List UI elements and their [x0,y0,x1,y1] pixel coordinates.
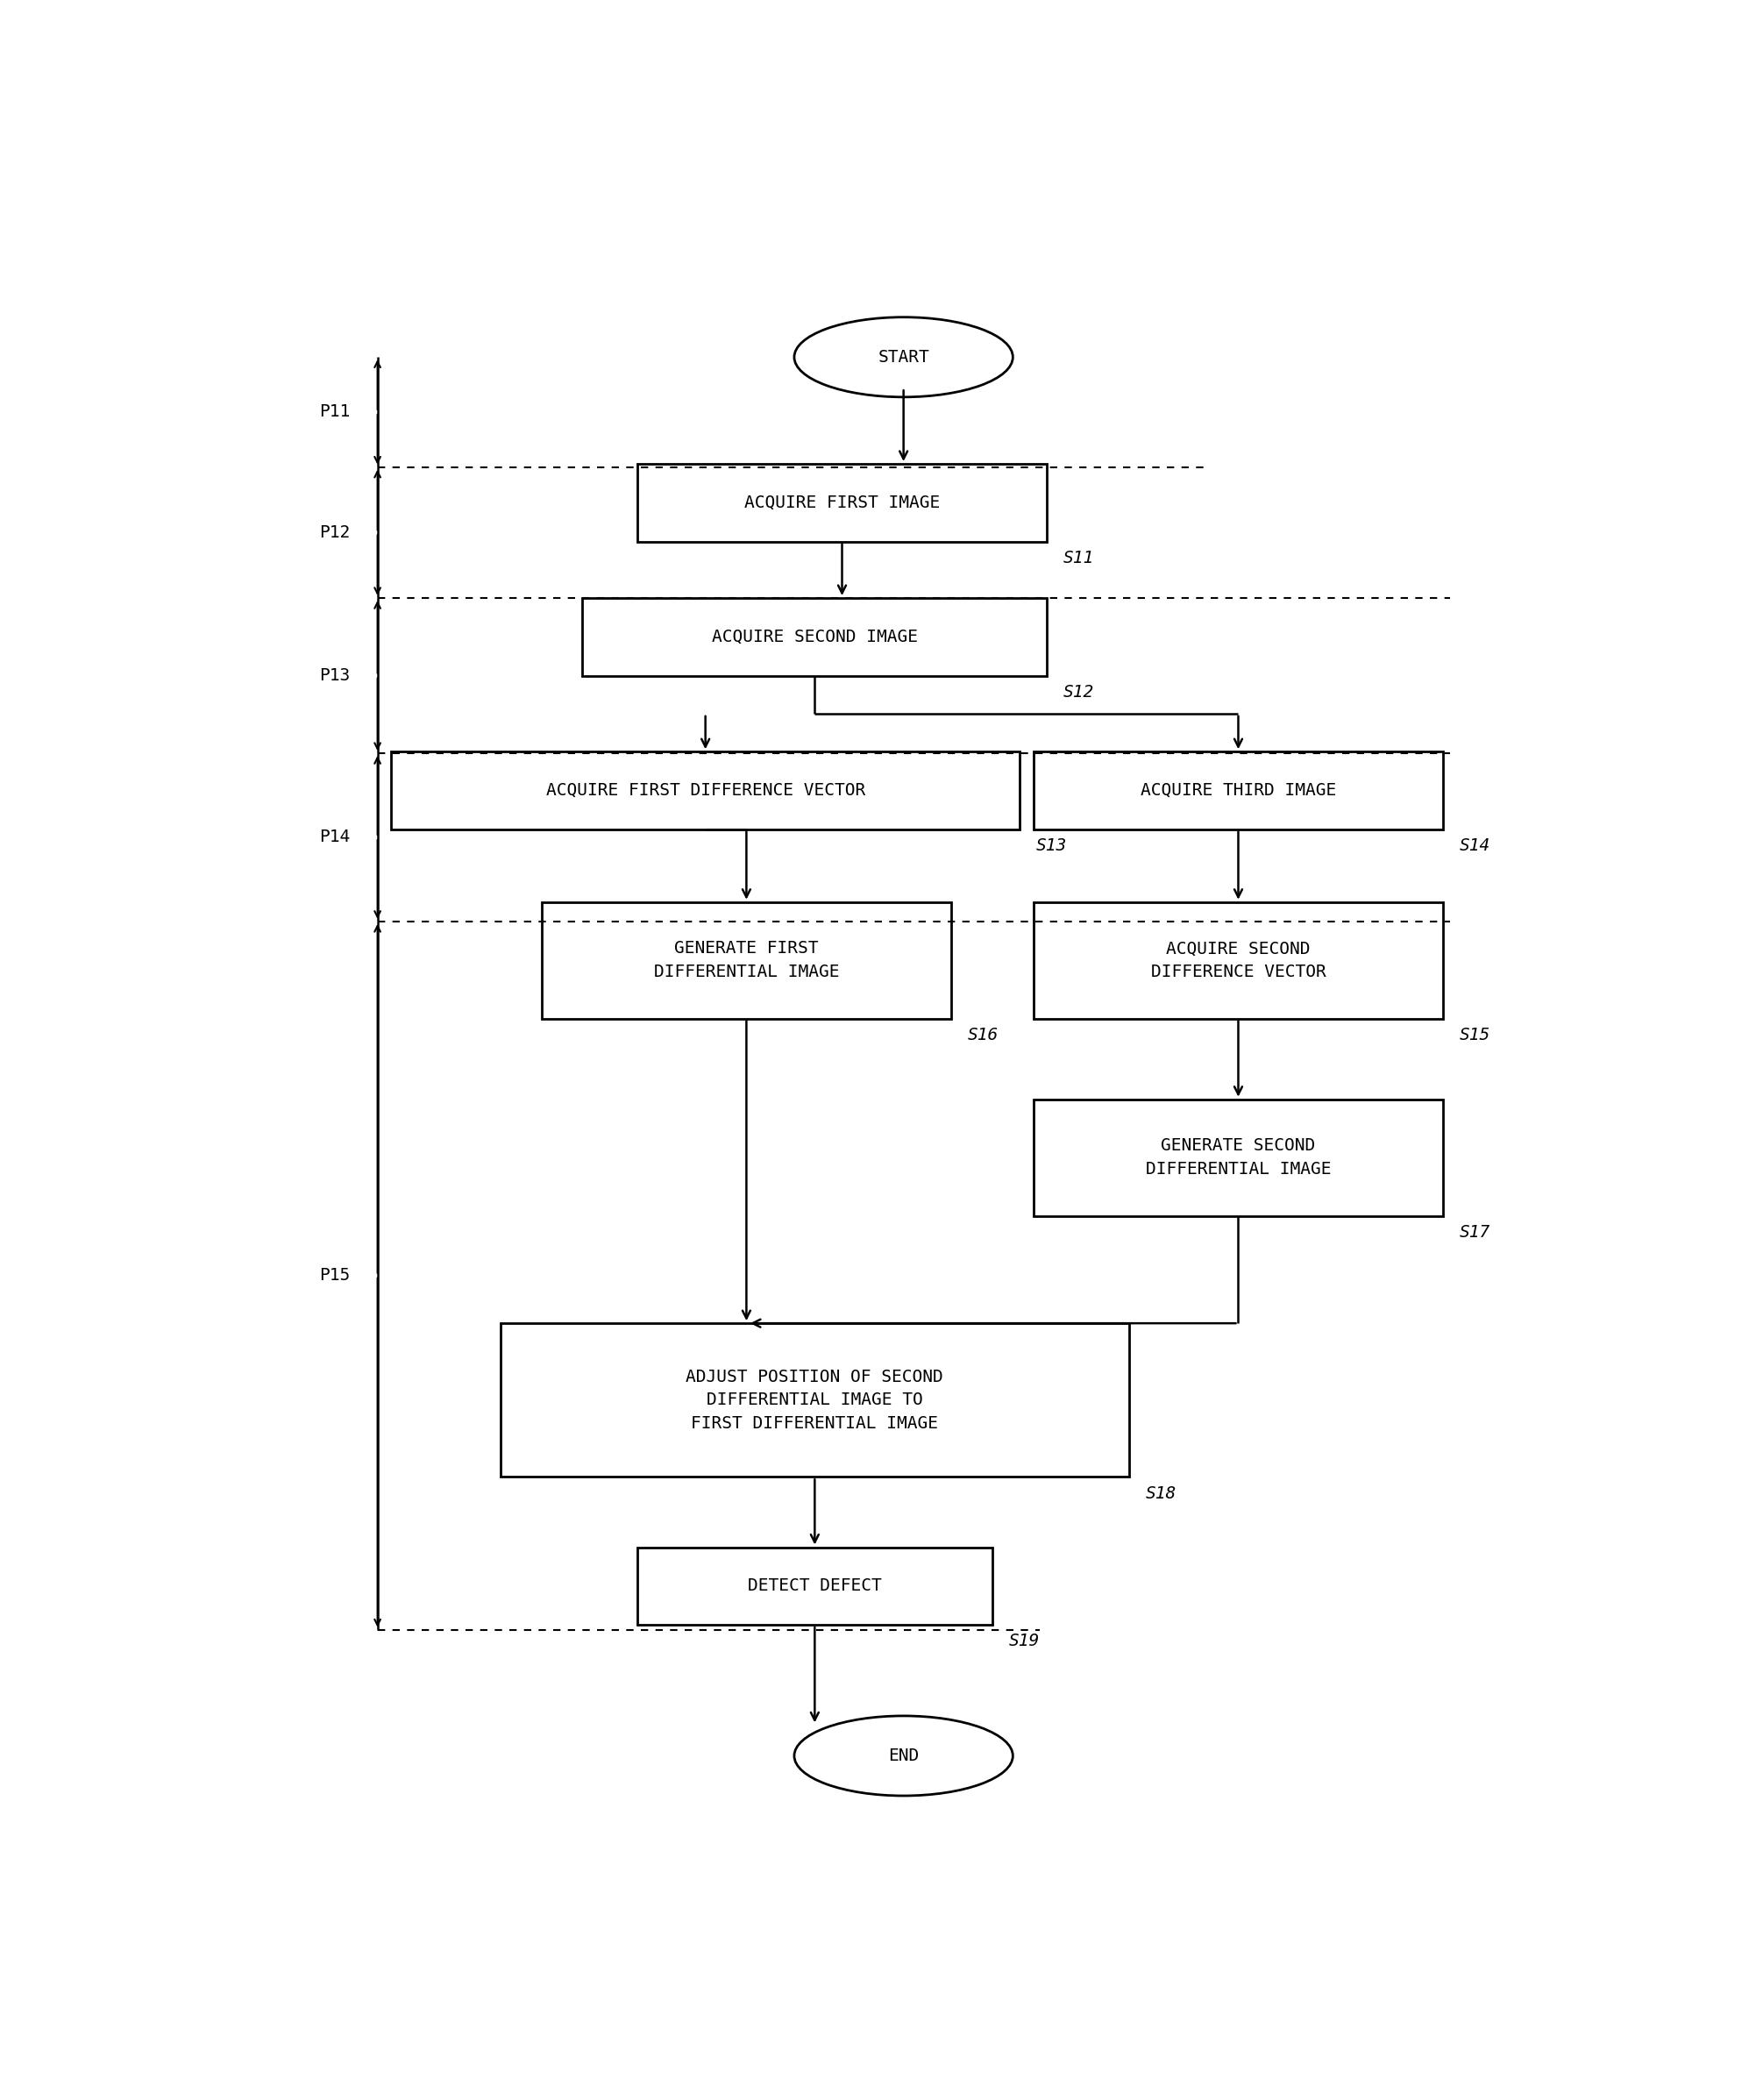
Text: ACQUIRE FIRST IMAGE: ACQUIRE FIRST IMAGE [744,493,940,510]
Text: P11: P11 [319,403,351,420]
Text: ADJUST POSITION OF SECOND
DIFFERENTIAL IMAGE TO
FIRST DIFFERENTIAL IMAGE: ADJUST POSITION OF SECOND DIFFERENTIAL I… [686,1369,943,1432]
Bar [636,464,1047,542]
Text: START: START [878,349,929,365]
Text: S17: S17 [1460,1224,1490,1241]
Text: ACQUIRE SECOND IMAGE: ACQUIRE SECOND IMAGE [712,628,919,645]
Text: END: END [889,1747,919,1764]
Bar [501,1323,1128,1476]
Text: S11: S11 [1063,550,1095,567]
Text: S18: S18 [1146,1485,1176,1502]
Text: ACQUIRE SECOND
DIFFERENCE VECTOR: ACQUIRE SECOND DIFFERENCE VECTOR [1151,941,1326,981]
Text: ACQUIRE FIRST DIFFERENCE VECTOR: ACQUIRE FIRST DIFFERENCE VECTOR [547,781,866,798]
Bar [1033,1098,1444,1216]
Bar [391,752,1019,830]
Bar [1033,903,1444,1018]
Bar [636,1548,993,1625]
Text: S14: S14 [1460,838,1490,855]
Text: ACQUIRE THIRD IMAGE: ACQUIRE THIRD IMAGE [1141,781,1336,798]
Text: S12: S12 [1063,685,1095,701]
Text: S16: S16 [968,1027,998,1044]
Bar [1033,752,1444,830]
Text: S15: S15 [1460,1027,1490,1044]
Text: P12: P12 [319,525,351,542]
Text: GENERATE SECOND
DIFFERENTIAL IMAGE: GENERATE SECOND DIFFERENTIAL IMAGE [1146,1138,1331,1178]
Bar [582,598,1047,676]
Text: S13: S13 [1037,838,1067,855]
Text: DETECT DEFECT: DETECT DEFECT [748,1577,882,1594]
Text: P15: P15 [319,1266,351,1283]
Text: GENERATE FIRST
DIFFERENTIAL IMAGE: GENERATE FIRST DIFFERENTIAL IMAGE [654,941,839,981]
Text: S19: S19 [1008,1634,1040,1651]
Text: P14: P14 [319,830,351,846]
Text: P13: P13 [319,668,351,685]
Bar [541,903,952,1018]
